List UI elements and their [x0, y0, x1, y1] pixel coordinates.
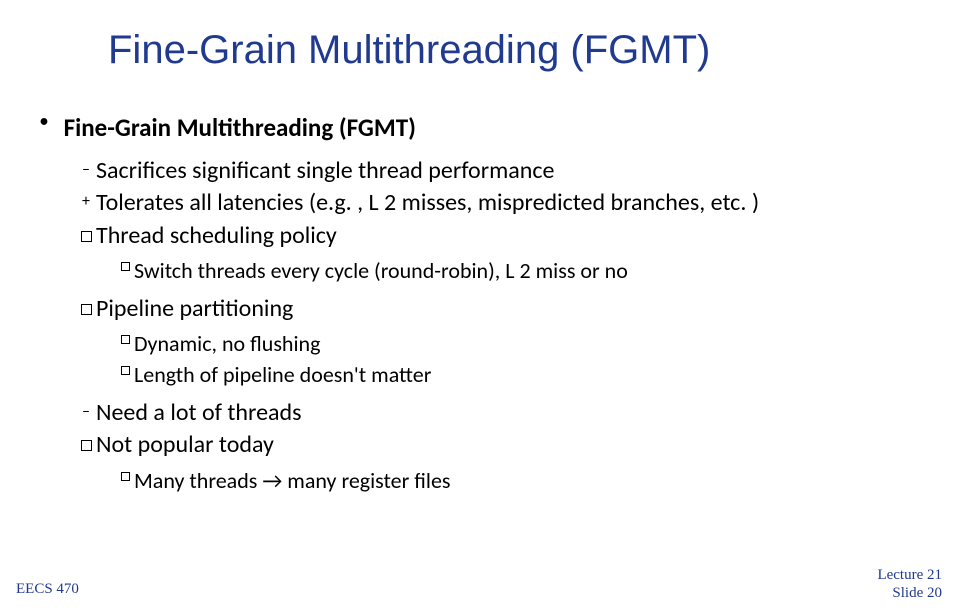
bullet-lvl1-marker: • [40, 112, 60, 131]
bullet-lvl2-marker [76, 297, 96, 319]
bullet-lvl2-group: –Sacrifices significant single thread pe… [76, 155, 920, 497]
bullet-lvl2-marker [76, 224, 96, 246]
bullet-lvl3-marker [116, 468, 134, 482]
bullet-lvl3-text: Dynamic, no flushing [134, 330, 320, 357]
bullet-lvl3: Dynamic, no flushing [116, 329, 920, 360]
bullet-lvl2: –Sacrifices significant single thread pe… [76, 155, 920, 187]
bullet-lvl2: Thread scheduling policy [76, 220, 920, 252]
bullet-lvl3: Switch threads every cycle (round-robin)… [116, 256, 920, 287]
bullet-lvl2: Pipeline partitioning [76, 293, 920, 325]
bullet-lvl3-marker [116, 258, 134, 272]
bullet-lvl3-text: Switch threads every cycle (round-robin)… [134, 257, 628, 284]
slide: Fine-Grain Multithreading (FGMT) • Fine-… [0, 0, 958, 612]
bullet-lvl2-marker [76, 433, 96, 455]
footer-right: Lecture 21 Slide 20 [877, 566, 942, 602]
bullet-lvl3-group: Many threads → many register files [116, 466, 920, 497]
bullet-lvl3: Length of pipeline doesn't matter [116, 360, 920, 391]
bullet-lvl3-text: Many threads → many register files [134, 467, 451, 494]
bullet-lvl2-marker: – [76, 401, 96, 423]
bullet-lvl2-marker: + [76, 191, 96, 213]
bullet-lvl3-group: Switch threads every cycle (round-robin)… [116, 256, 920, 287]
bullet-lvl2-text: Need a lot of threads [96, 398, 302, 427]
bullet-lvl2-text: Pipeline partitioning [96, 294, 293, 323]
footer-lecture: Lecture 21 [877, 566, 942, 584]
bullet-lvl3-marker [116, 362, 134, 376]
bullet-lvl1: • Fine-Grain Multithreading (FGMT) [40, 112, 920, 143]
bullet-lvl3-marker [116, 331, 134, 345]
bullet-lvl2-marker: – [76, 159, 96, 181]
bullet-lvl2-text: Thread scheduling policy [96, 221, 337, 250]
bullet-lvl2: +Tolerates all latencies (e.g. , L 2 mis… [76, 187, 920, 219]
content-area: • Fine-Grain Multithreading (FGMT) –Sacr… [40, 112, 920, 503]
bullet-lvl2: Not popular today [76, 429, 920, 461]
bullet-lvl2-text: Tolerates all latencies (e.g. , L 2 miss… [96, 188, 759, 217]
footer-left: EECS 470 [16, 581, 79, 598]
bullet-lvl3-group: Dynamic, no flushing Length of pipeline d… [116, 329, 920, 391]
bullet-lvl2: –Need a lot of threads [76, 397, 920, 429]
bullet-lvl1-text: Fine-Grain Multithreading (FGMT) [64, 112, 416, 143]
bullet-lvl2-text: Not popular today [96, 430, 274, 459]
bullet-lvl3-text: Length of pipeline doesn't matter [134, 361, 431, 388]
bullet-lvl3: Many threads → many register files [116, 466, 920, 497]
footer-slide-number: Slide 20 [877, 584, 942, 602]
slide-title: Fine-Grain Multithreading (FGMT) [108, 28, 710, 73]
bullet-lvl2-text: Sacrifices significant single thread per… [96, 156, 554, 185]
